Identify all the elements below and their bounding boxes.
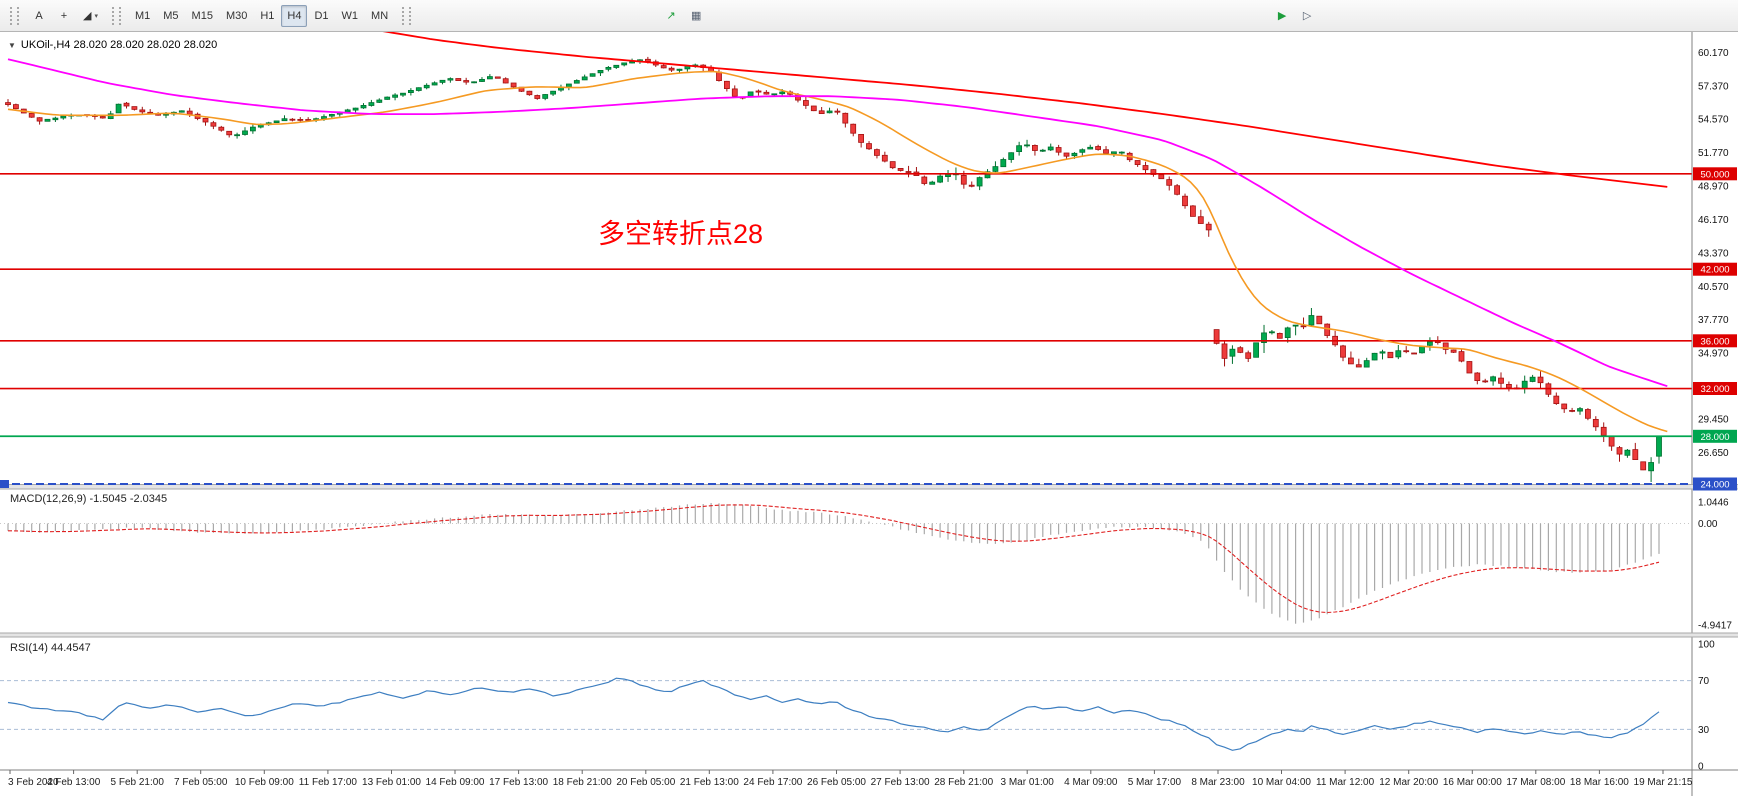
svg-text:17 Feb 13:00: 17 Feb 13:00 — [489, 777, 548, 788]
timeframe-mn-button[interactable]: MN — [371, 9, 389, 22]
svg-text:21 Feb 13:00: 21 Feb 13:00 — [680, 777, 739, 788]
toolbar: A + ◢ ▾ M1 M5 M15 M30 H1 H4 D1 W1 MN ↗ ▦ ▶ ▷ — [0, 0, 1738, 32]
svg-text:11 Feb 17:00: 11 Feb 17:00 — [299, 777, 358, 788]
svg-text:37.770: 37.770 — [1698, 315, 1729, 326]
price-badge — [1693, 429, 1737, 443]
svg-text:5 Mar 17:00: 5 Mar 17:00 — [1128, 777, 1182, 788]
panel-splitter-handle — [0, 480, 9, 488]
timeframe-w1-button[interactable]: W1 — [341, 9, 359, 22]
svg-text:24 Feb 17:00: 24 Feb 17:00 — [743, 777, 802, 788]
svg-text:28.000: 28.000 — [1700, 432, 1729, 443]
price-badge — [1693, 382, 1737, 395]
dropdown-caret-icon[interactable]: ▾ — [94, 12, 98, 20]
timeframes-toolbar: M1 M5 M15 M30 H1 H4 D1 W1 MN — [129, 4, 394, 27]
svg-text:36.000: 36.000 — [1700, 336, 1729, 347]
svg-text:70: 70 — [1698, 676, 1710, 687]
svg-text:3 Feb 2020: 3 Feb 2020 — [8, 777, 59, 788]
svg-text:42.000: 42.000 — [1700, 265, 1729, 276]
price-badge — [1693, 167, 1737, 181]
svg-text:7 Feb 05:00: 7 Feb 05:00 — [174, 777, 228, 788]
text-tool[interactable]: A — [35, 9, 43, 22]
svg-text:26.650: 26.650 — [1698, 448, 1729, 459]
svg-text:57.370: 57.370 — [1698, 81, 1729, 92]
svg-text:100: 100 — [1698, 640, 1715, 651]
svg-text:43.370: 43.370 — [1698, 248, 1729, 259]
chart-annotation[interactable]: 多空转折点28 — [598, 219, 764, 249]
candles-layer — [5, 56, 1662, 482]
svg-text:0: 0 — [1698, 762, 1704, 773]
window-tools-toolbar: ↗ ▦ — [659, 5, 708, 27]
slow-ma-line — [382, 32, 1668, 188]
indicators-icon[interactable]: ↗ — [666, 10, 676, 22]
svg-text:18 Mar 16:00: 18 Mar 16:00 — [1570, 777, 1629, 788]
svg-text:0.00: 0.00 — [1698, 519, 1718, 530]
svg-text:27 Feb 13:00: 27 Feb 13:00 — [871, 777, 930, 788]
chart-shift-icon[interactable]: ▷ — [1302, 10, 1312, 22]
price-badge — [1693, 262, 1737, 276]
line-studies-toolbar: A + ◢ ▾ — [27, 5, 104, 27]
shapes-tool[interactable]: ◢ ▾ — [83, 10, 98, 22]
medium-ma-line — [7, 58, 1668, 388]
svg-text:29.450: 29.450 — [1698, 415, 1729, 426]
svg-text:32.000: 32.000 — [1700, 384, 1729, 395]
price-badge — [1693, 334, 1737, 348]
price-badge — [1693, 477, 1737, 491]
svg-text:60.170: 60.170 — [1698, 48, 1729, 59]
auto-scroll-icon[interactable]: ▶ — [1277, 10, 1287, 22]
svg-text:18 Feb 21:00: 18 Feb 21:00 — [553, 777, 612, 788]
toolbar-grip[interactable] — [402, 6, 412, 25]
crosshair-tool[interactable]: + — [60, 9, 68, 22]
chart-tools-toolbar: ▶ ▷ — [1270, 5, 1319, 27]
svg-text:54.570: 54.570 — [1698, 115, 1729, 126]
timeframe-m15-button[interactable]: M15 — [191, 9, 213, 22]
svg-text:14 Feb 09:00: 14 Feb 09:00 — [426, 777, 485, 788]
svg-text:1.0446: 1.0446 — [1698, 498, 1729, 509]
one-click-trading-arrow-icon[interactable]: ▼ — [8, 40, 16, 50]
timeframe-d1-button[interactable]: D1 — [314, 9, 329, 22]
svg-text:10 Feb 09:00: 10 Feb 09:00 — [235, 777, 294, 788]
svg-text:8 Mar 23:00: 8 Mar 23:00 — [1191, 777, 1245, 788]
svg-text:12 Mar 20:00: 12 Mar 20:00 — [1379, 777, 1438, 788]
chart-canvas[interactable]: 60.170 57.370 54.570 51.770 48.970 46.170 43.3… — [0, 32, 1738, 796]
svg-text:4 Feb 13:00: 4 Feb 13:00 — [47, 777, 101, 788]
svg-text:28 Feb 21:00: 28 Feb 21:00 — [934, 777, 993, 788]
svg-text:5 Feb 21:00: 5 Feb 21:00 — [111, 777, 165, 788]
svg-text:13 Feb 01:00: 13 Feb 01:00 — [362, 777, 421, 788]
svg-text:40.570: 40.570 — [1698, 282, 1729, 293]
timeframe-h4-button[interactable]: H4 — [281, 4, 308, 27]
svg-text:50.000: 50.000 — [1700, 169, 1729, 180]
svg-text:24.000: 24.000 — [1700, 480, 1729, 491]
svg-text:48.970: 48.970 — [1698, 182, 1729, 193]
svg-text:20 Feb 05:00: 20 Feb 05:00 — [616, 777, 675, 788]
svg-text:16 Mar 00:00: 16 Mar 00:00 — [1443, 777, 1502, 788]
svg-text:46.170: 46.170 — [1698, 215, 1729, 226]
svg-text:3 Mar 01:00: 3 Mar 01:00 — [1001, 777, 1055, 788]
svg-text:11 Mar 12:00: 11 Mar 12:00 — [1316, 777, 1375, 788]
timeframe-m5-button[interactable]: M5 — [163, 9, 179, 22]
svg-text:-4.9417: -4.9417 — [1698, 621, 1732, 632]
svg-text:51.770: 51.770 — [1698, 148, 1729, 159]
chart-area[interactable]: 60.170 57.370 54.570 51.770 48.970 46.170 43.3… — [0, 32, 1738, 796]
rsi-line — [7, 677, 1660, 751]
tile-windows-icon[interactable]: ▦ — [690, 10, 702, 22]
toolbar-grip[interactable] — [111, 6, 121, 25]
svg-text:26 Feb 05:00: 26 Feb 05:00 — [807, 777, 866, 788]
svg-text:34.970: 34.970 — [1698, 349, 1729, 360]
svg-text:17 Mar 08:00: 17 Mar 08:00 — [1506, 777, 1565, 788]
fast-ma-line — [7, 70, 1668, 433]
svg-text:4 Mar 09:00: 4 Mar 09:00 — [1064, 777, 1118, 788]
toolbar-grip[interactable] — [10, 6, 19, 25]
svg-text:30: 30 — [1698, 725, 1710, 736]
timeframe-h1-button[interactable]: H1 — [260, 9, 275, 22]
timeframe-m30-button[interactable]: M30 — [225, 9, 248, 22]
timeframe-m1-button[interactable]: M1 — [134, 9, 151, 22]
svg-text:19 Mar 21:15: 19 Mar 21:15 — [1634, 777, 1693, 788]
svg-text:10 Mar 04:00: 10 Mar 04:00 — [1252, 777, 1311, 788]
